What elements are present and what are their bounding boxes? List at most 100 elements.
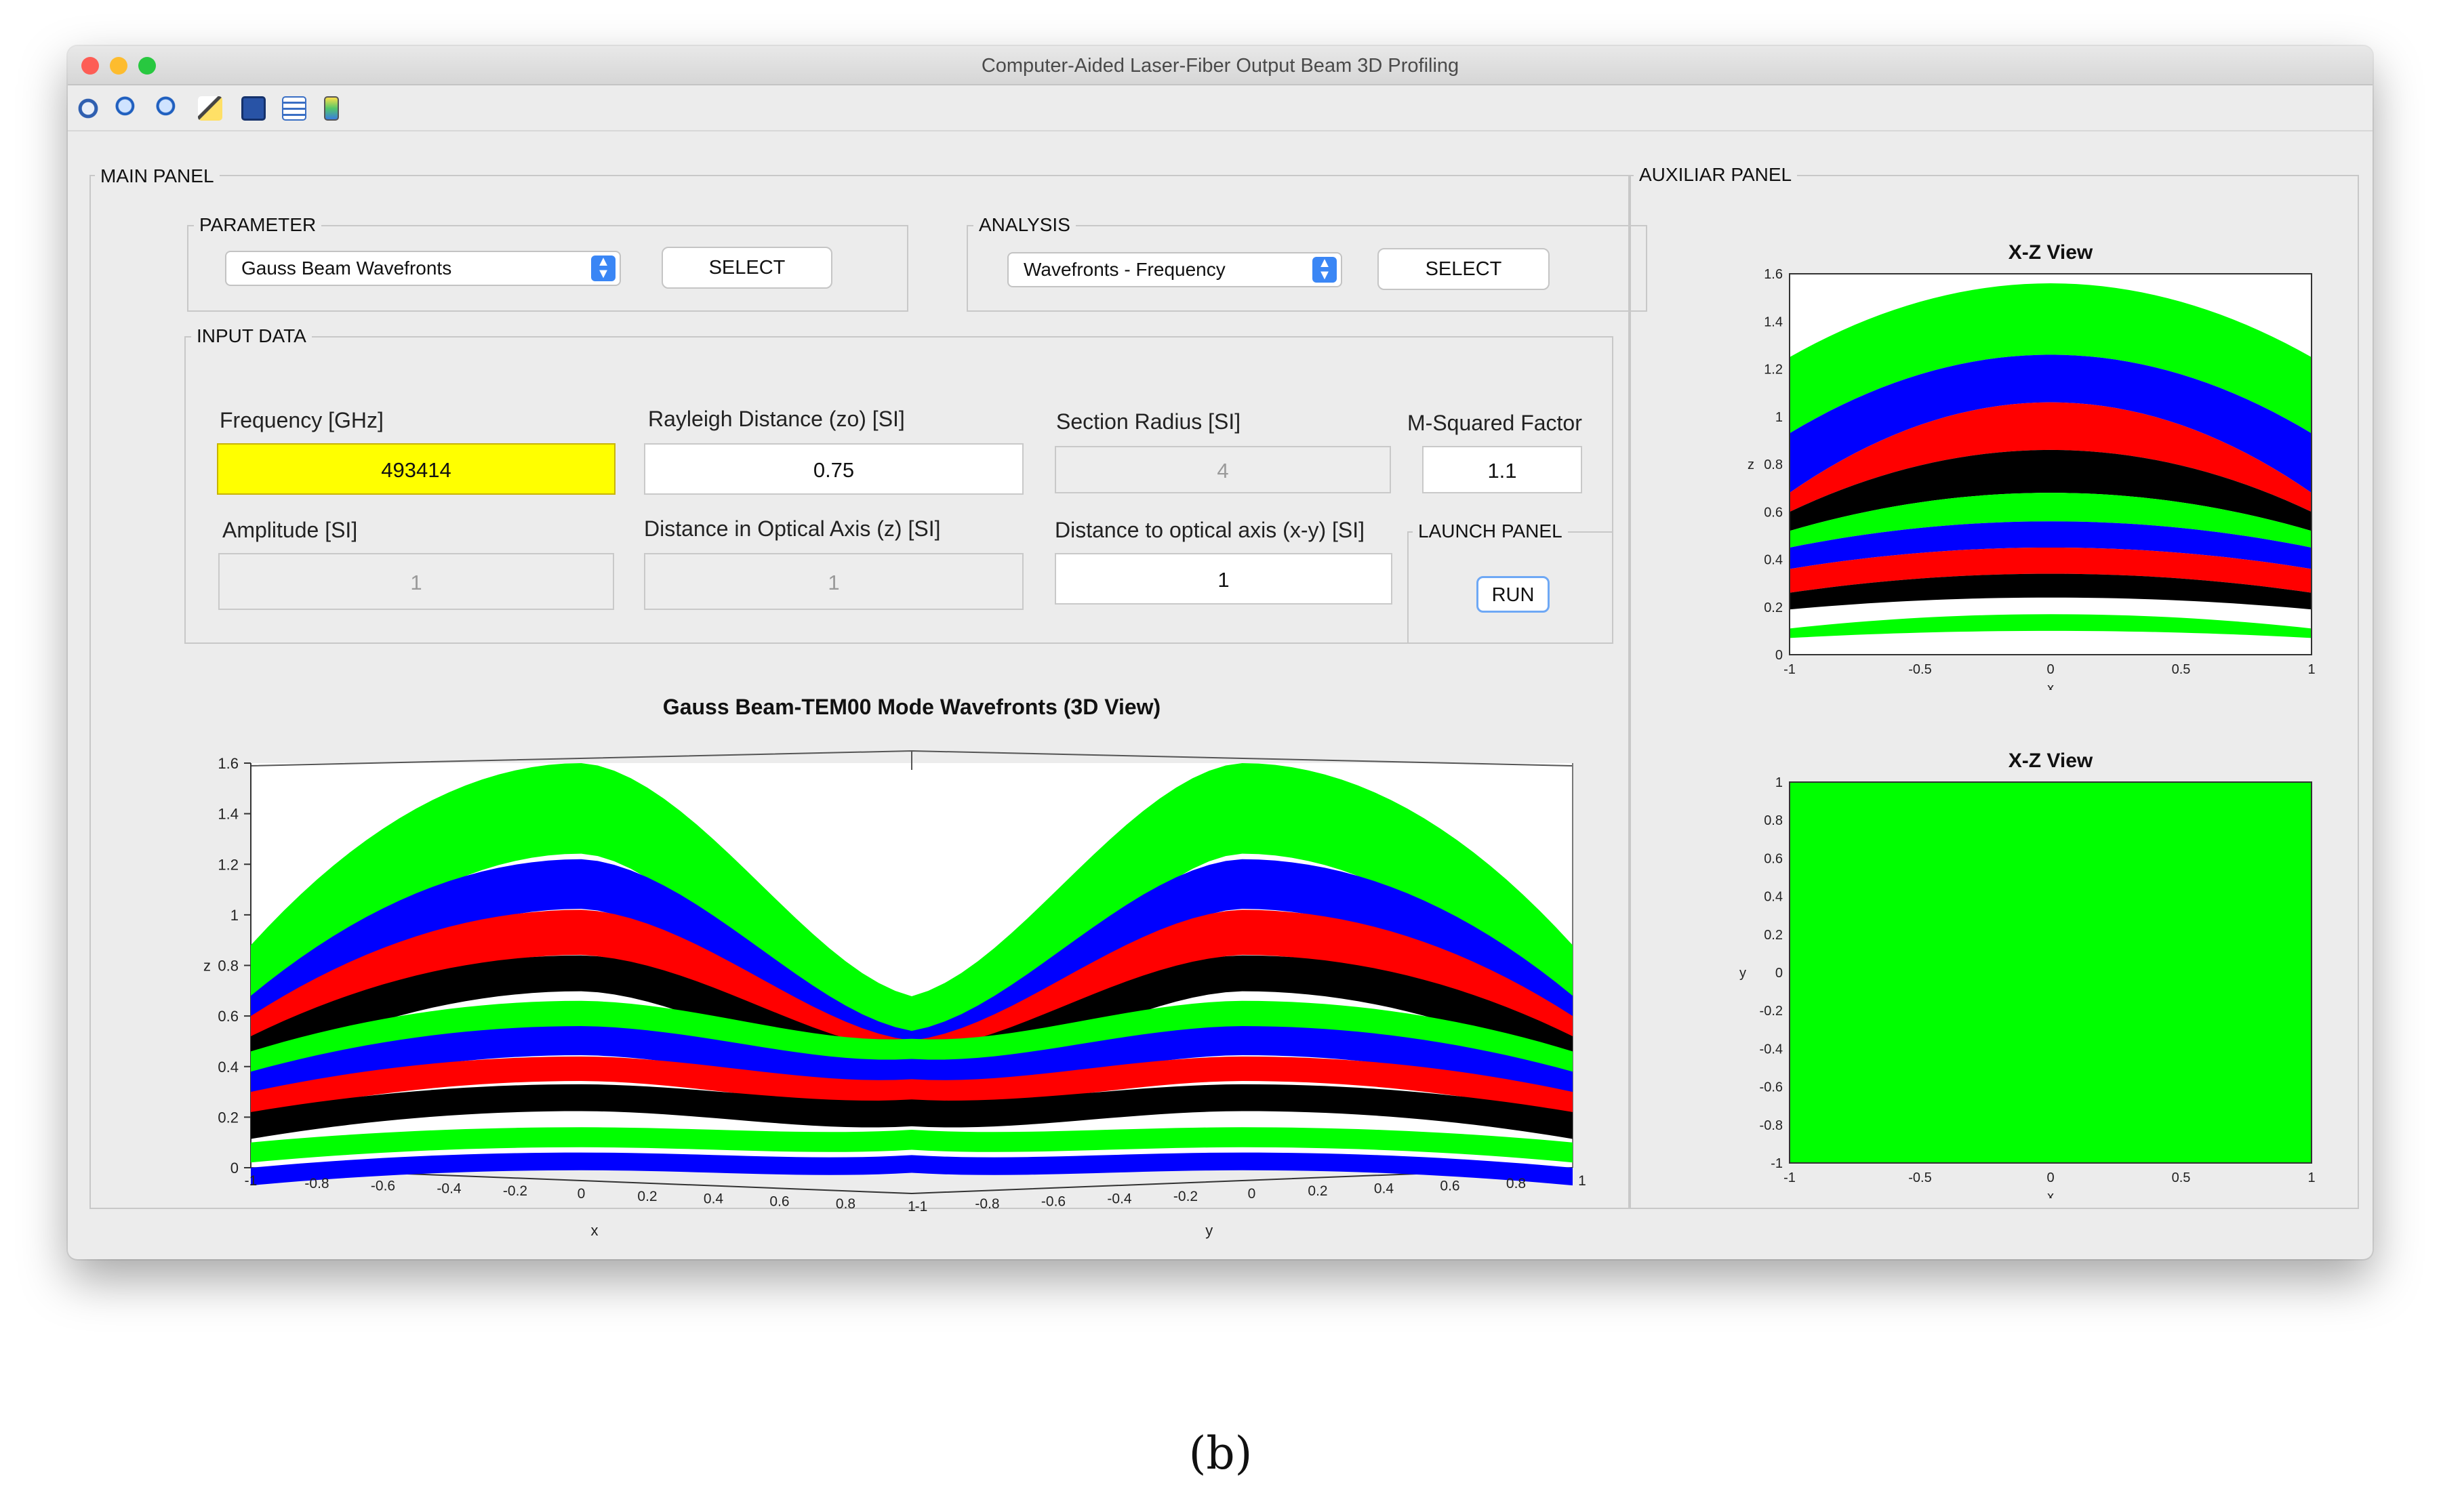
x-tick-label: 0.2	[637, 1189, 657, 1204]
xy-y-tick-label: -0.2	[1760, 1004, 1783, 1019]
insert-legend-icon[interactable]	[282, 96, 306, 121]
window-title: Computer-Aided Laser-Fiber Output Beam 3…	[981, 55, 1459, 77]
z-tick-label: 1.2	[218, 856, 239, 873]
y-tick-label: 0.4	[1374, 1181, 1394, 1196]
save-icon[interactable]	[241, 96, 266, 121]
title-bar[interactable]: Computer-Aided Laser-Fiber Output Beam 3…	[68, 46, 2373, 85]
z-tick-label: 1.4	[218, 806, 239, 823]
xz-y-tick-label: 1	[1775, 410, 1783, 425]
xz-y-tick-label: 0.6	[1764, 505, 1783, 520]
insert-colorbar-icon[interactable]	[324, 96, 339, 121]
run-button[interactable]: RUN	[1476, 576, 1550, 613]
distance-optical-axis-z-label: Distance in Optical Axis (z) [SI]	[644, 516, 941, 541]
xz-y-tick-label: 1.4	[1764, 314, 1783, 329]
xz-band-6	[1790, 521, 2312, 569]
wavefront-band-7	[251, 1056, 1573, 1117]
xy-x-axis-label: x	[2047, 1189, 2054, 1198]
x-tick-label: 1	[908, 1199, 916, 1214]
xy-fill-area	[1789, 781, 2312, 1164]
xz-x-tick-label: 1	[2307, 662, 2315, 677]
xz-y-axis-label: z	[1748, 457, 1754, 472]
z-tick-label: 0.8	[218, 958, 239, 975]
data-cursor-icon[interactable]	[198, 96, 222, 121]
xz-band-5	[1790, 493, 2312, 548]
wavefront-band-10	[251, 1152, 1573, 1186]
wavefront-band-2	[251, 859, 1573, 1081]
xz-y-tick-label: 0.2	[1764, 600, 1783, 615]
amplitude-label: Amplitude [SI]	[222, 518, 358, 542]
parameter-panel	[187, 225, 908, 312]
distance-optical-axis-xy-label: Distance to optical axis (x-y) [SI]	[1055, 518, 1365, 542]
xz-x-tick-label: 0	[2046, 662, 2054, 677]
maximize-window-icon[interactable]	[138, 57, 156, 75]
y-tick-label: -0.2	[1173, 1189, 1198, 1204]
chevron-updown-icon: ▲ ▼	[1312, 256, 1337, 283]
x-tick-label: -1	[245, 1173, 258, 1189]
chart-3d-title: Gauss Beam-TEM00 Mode Wavefronts (3D Vie…	[663, 695, 1161, 719]
xy-x-tick-label: -1	[1783, 1170, 1796, 1185]
xy-y-tick-label: 0	[1775, 966, 1783, 981]
x-tick-label: -0.8	[304, 1176, 329, 1191]
wavefront-band-3	[251, 910, 1573, 1086]
parameter-select[interactable]: Gauss Beam Wavefronts ▲ ▼	[225, 251, 621, 286]
zoom-out-icon[interactable]	[156, 96, 180, 121]
zoom-in-icon[interactable]	[115, 96, 140, 121]
distance-optical-axis-z-input[interactable]: 1	[644, 553, 1024, 610]
x-tick-label: 0.8	[836, 1196, 855, 1212]
close-window-icon[interactable]	[81, 57, 99, 75]
wavefront-band-4	[251, 955, 1573, 1088]
xy-y-tick-label: -0.8	[1760, 1118, 1783, 1133]
xy-y-tick-label: -0.4	[1760, 1042, 1783, 1057]
xz-band-9	[1790, 614, 2312, 638]
xz-x-tick-label: -0.5	[1908, 662, 1931, 677]
analysis-select-button[interactable]: SELECT	[1377, 248, 1550, 290]
section-radius-label: Section Radius [SI]	[1056, 409, 1241, 434]
wavefront-band-6	[251, 1026, 1573, 1101]
analysis-panel	[967, 225, 1647, 312]
frequency-input[interactable]: 493414	[217, 443, 616, 495]
z-tick-label: 1.6	[218, 755, 239, 772]
xz-view-chart[interactable]: X-Z View 0 0.2 0.4 0.6 0.8 1 1.2 1.4 1.6 -1 -0.5 0 0.…	[1654, 188, 2345, 690]
app-window: Computer-Aided Laser-Fiber Output Beam 3…	[68, 46, 2373, 1259]
xz-band-8	[1790, 573, 2312, 610]
xz-y-tick-label: 1.2	[1764, 363, 1783, 377]
chart-3d-floor-axis	[250, 1167, 1573, 1195]
analysis-select[interactable]: Wavefronts - Frequency ▲ ▼	[1007, 252, 1342, 287]
xz-band-3	[1790, 402, 2312, 512]
xz-plot-frame	[1789, 273, 2312, 655]
xz-view-chart-2[interactable]: X-Z View -1 -0.8 -0.6 -0.4 -0.2 0 0.2 0.4 0.6 0.8 1…	[1654, 697, 2345, 1198]
x-tick-label: -0.4	[437, 1181, 462, 1196]
z-tick-label: 1	[230, 907, 239, 924]
rotate-icon[interactable]	[76, 96, 100, 121]
x-tick-label: 0.6	[769, 1193, 789, 1209]
xy-y-tick-label: 0.4	[1764, 890, 1783, 905]
z-axis-label: z	[203, 958, 211, 975]
wavefronts-3d-chart[interactable]: Gauss Beam-TEM00 Mode Wavefronts (3D Vie…	[122, 656, 1640, 1252]
amplitude-input[interactable]: 1	[218, 553, 614, 610]
parameter-select-button[interactable]: SELECT	[662, 247, 832, 289]
y-tick-label: 1	[1578, 1173, 1586, 1189]
x-tick-label: -0.2	[503, 1183, 527, 1199]
y-tick-label: 0.6	[1440, 1179, 1459, 1194]
auxiliar-panel-title: AUXILIAR PANEL	[1634, 164, 1798, 186]
z-tick-label: 0	[230, 1160, 239, 1177]
xy-y-tick-label: 1	[1775, 775, 1783, 790]
main-panel	[89, 175, 1631, 1209]
xy-y-tick-label: 0.8	[1764, 813, 1783, 828]
chevron-updown-icon: ▲ ▼	[591, 255, 616, 281]
rayleigh-distance-input[interactable]: 0.75	[644, 443, 1024, 495]
xy-y-axis-label: y	[1739, 966, 1746, 981]
section-radius-input[interactable]: 4	[1055, 446, 1391, 493]
analysis-panel-title: ANALYSIS	[973, 214, 1076, 236]
m-squared-input[interactable]: 1.1	[1422, 446, 1582, 493]
xz-y-tick-label: 0.4	[1764, 553, 1783, 568]
xy-y-tick-label: 0.2	[1764, 928, 1783, 943]
xz-band-2	[1790, 354, 2312, 493]
z-tick-label: 0.6	[218, 1008, 239, 1025]
distance-optical-axis-xy-input[interactable]: 1	[1055, 553, 1392, 605]
wavefront-band-8	[251, 1084, 1573, 1139]
xz-y-tick-label: 1.6	[1764, 267, 1783, 282]
xy-x-tick-label: 1	[2307, 1170, 2315, 1185]
minimize-window-icon[interactable]	[110, 57, 127, 75]
y-tick-label: 0	[1248, 1186, 1256, 1202]
